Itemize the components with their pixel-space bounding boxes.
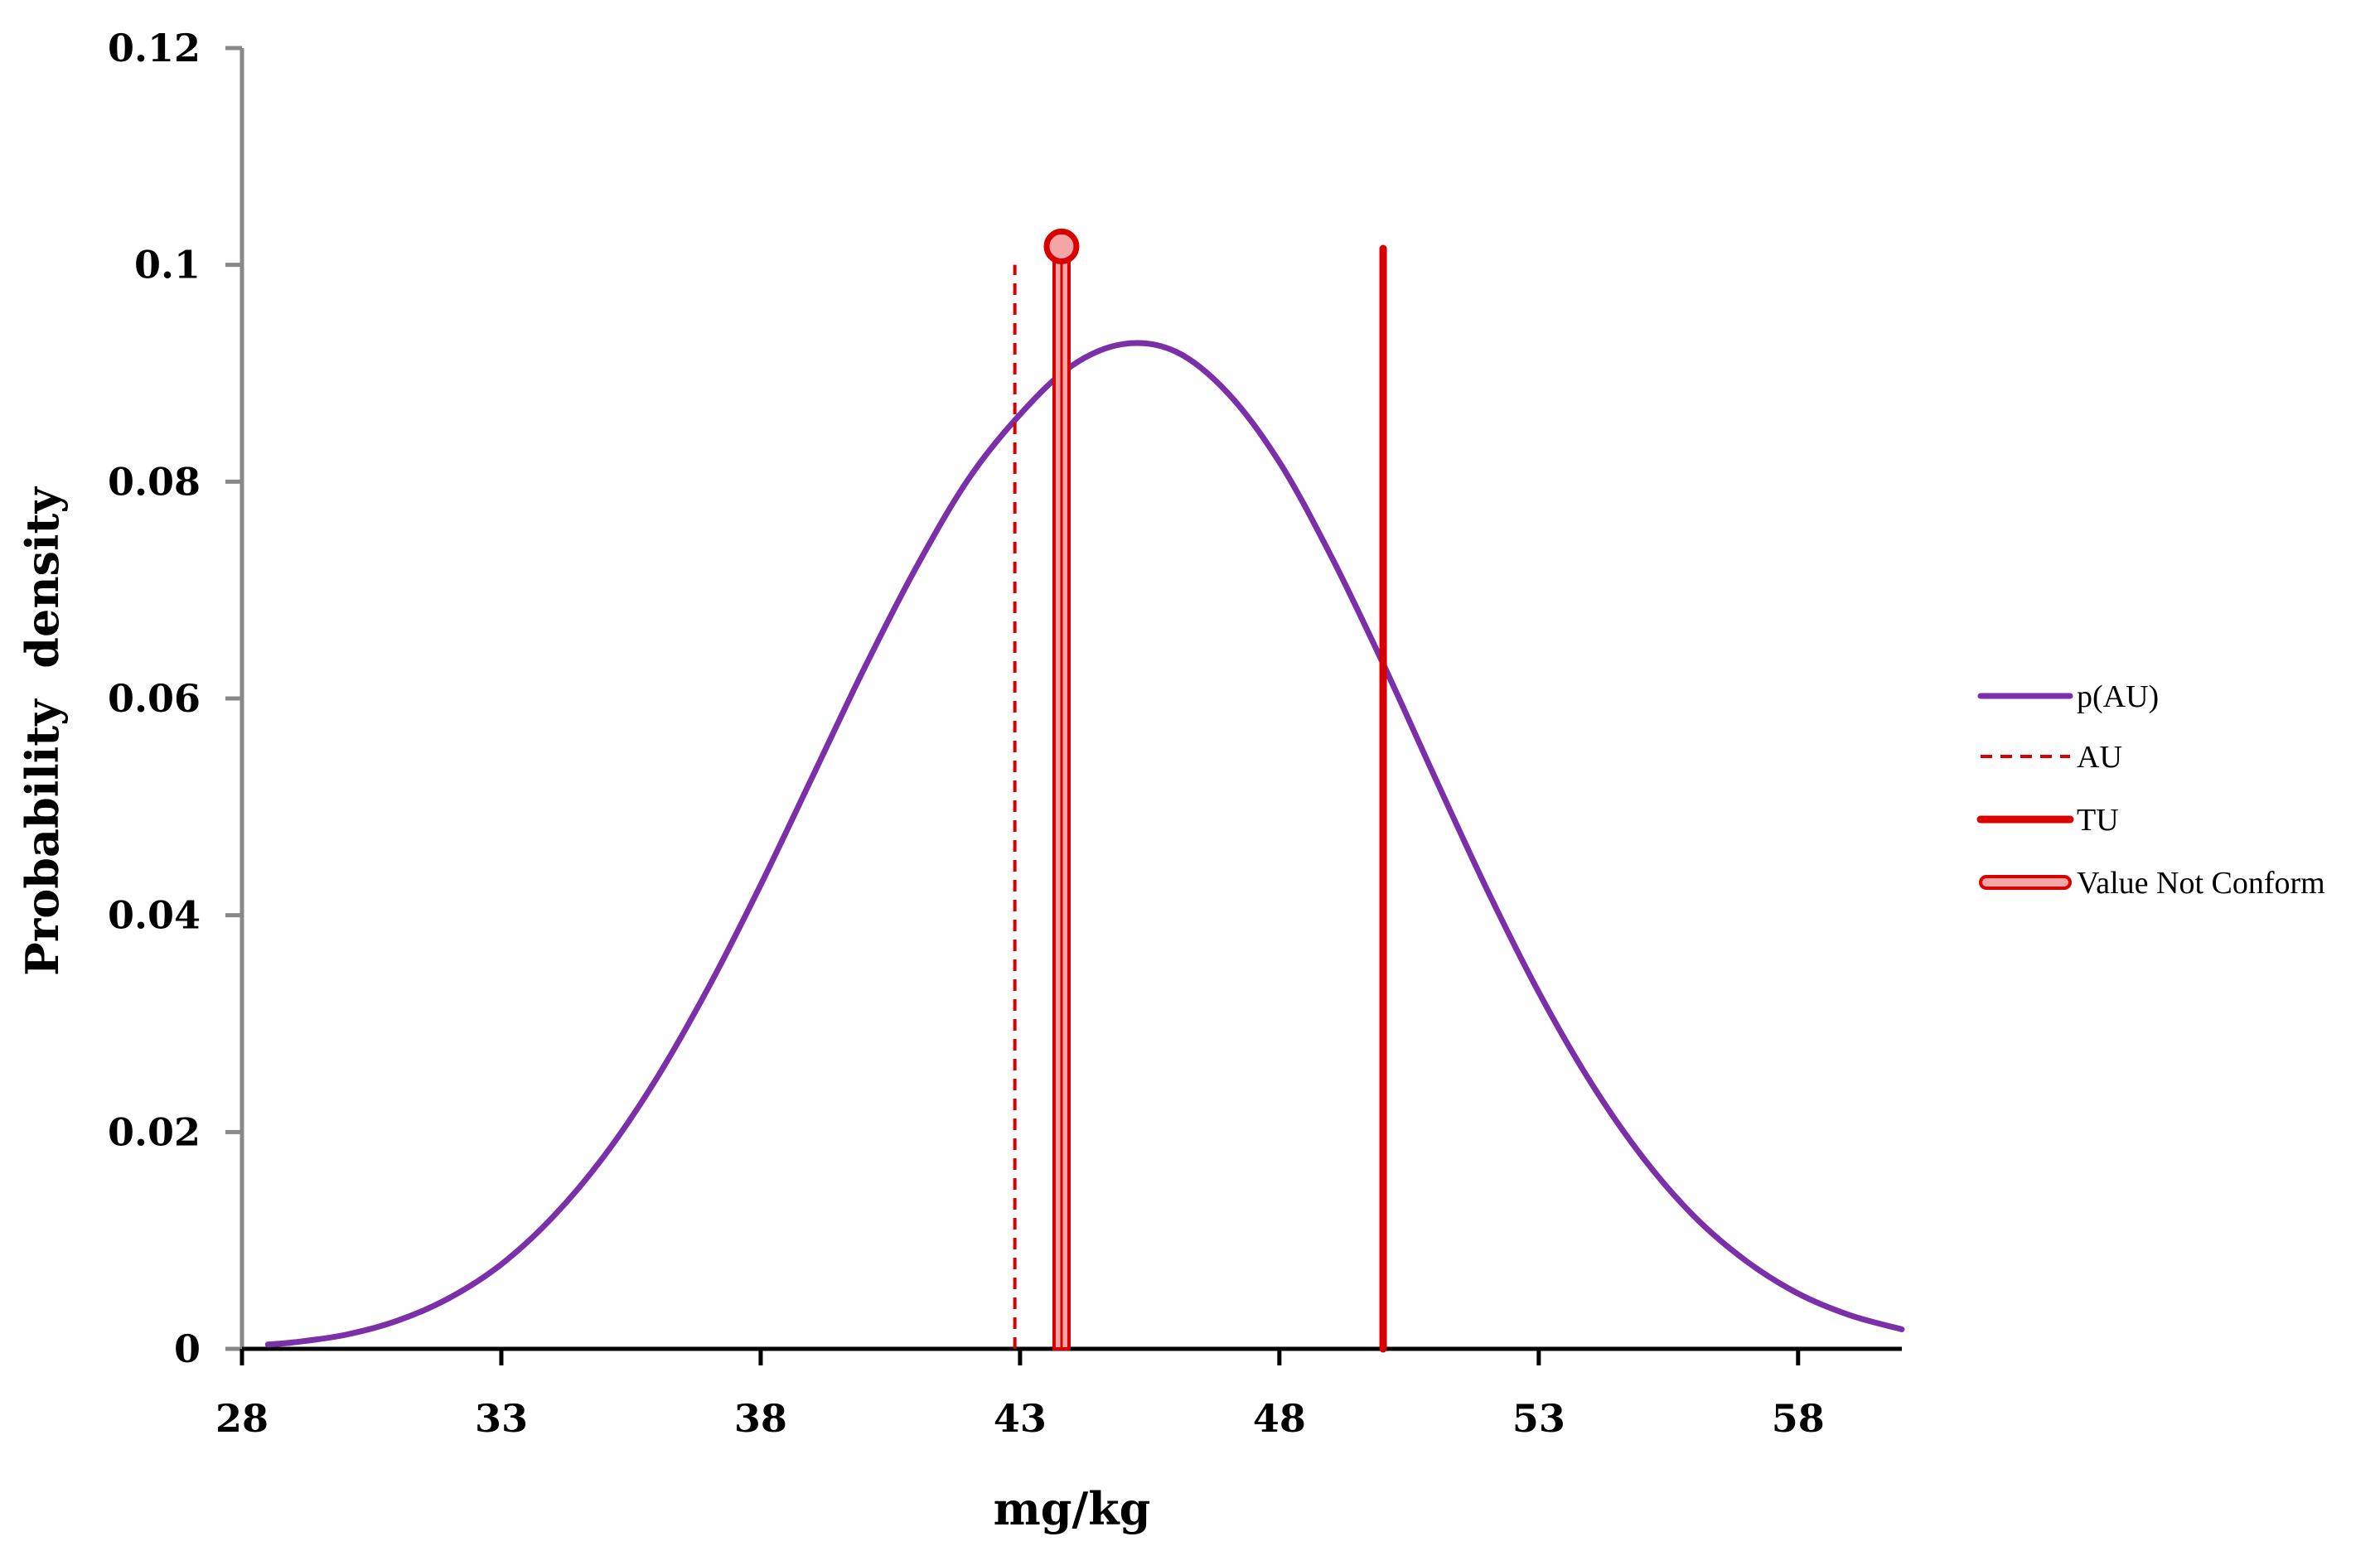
value-not-conform-marker [1043,228,1080,1350]
legend-item-au: AU [1981,740,2122,775]
legend-label-value-not-conform: Value Not Conform [2077,866,2325,901]
y-tick-label-0-04: 0.04 [108,893,201,938]
y-axis-title: Probability density [16,486,69,976]
x-tick-label-43: 43 [994,1396,1047,1441]
legend-item-p-au: p(AU) [1977,679,2159,714]
x-tick-label-38: 38 [734,1396,787,1441]
x-tick-label-53: 53 [1512,1396,1565,1441]
legend-swatch-value-not-conform [1979,875,2072,890]
y-axis-ticks: 0 0.02 0.04 0.06 0.08 0.1 0.12 [108,26,242,1371]
legend-label-tu: TU [2077,803,2119,838]
legend-label-p-au: p(AU) [2077,679,2159,714]
legend-label-au: AU [2077,740,2122,775]
series-line-p-au [264,340,1905,1348]
x-tick-label-48: 48 [1253,1396,1306,1441]
x-axis-ticks: 28 33 38 43 48 53 58 [215,1349,1825,1441]
legend-item-tu: TU [1976,803,2119,838]
legend-item-value-not-conform: Value Not Conform [1979,866,2325,901]
y-tick-label-0-02: 0.02 [108,1109,201,1154]
y-tick-label-0-1: 0.1 [134,243,201,287]
y-tick-label-0-06: 0.06 [108,676,201,721]
y-tick-label-0-12: 0.12 [108,26,201,70]
value-not-conform-point [1043,228,1080,264]
legend: p(AU) AU TU Value Not Conform [1976,679,2325,901]
x-tick-label-58: 58 [1772,1396,1825,1441]
x-axis-title: mg/kg [994,1482,1151,1535]
y-tick-label-0-08: 0.08 [108,459,201,504]
y-tick-label-0: 0 [174,1326,201,1371]
x-tick-label-33: 33 [475,1396,528,1441]
x-tick-label-28: 28 [215,1396,268,1441]
